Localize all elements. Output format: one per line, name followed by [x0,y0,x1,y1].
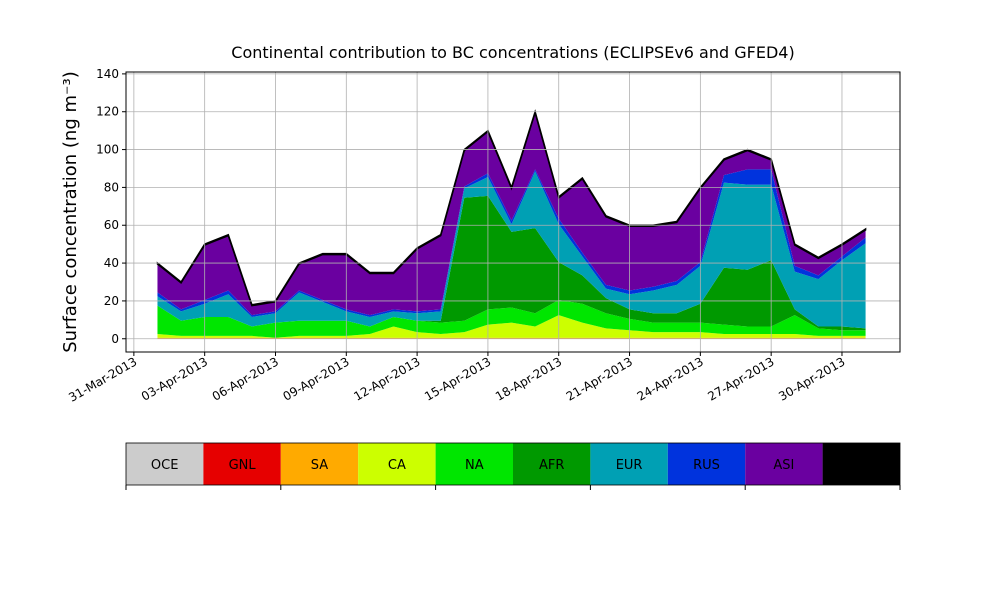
y-tick-label: 120 [96,105,119,119]
legend-swatch [745,443,823,485]
legend: OCE GNL SA CA NA AFR EUR RUS ASI AUS [125,442,901,490]
legend-swatch [435,443,513,485]
legend-swatch [667,443,746,485]
legend-swatch [126,443,204,485]
y-tick-label: 40 [104,256,119,270]
legend-swatch [203,443,281,485]
y-tick-label: 0 [111,332,119,346]
legend-label: RUS [693,458,720,473]
y-tick-label: 60 [104,218,119,232]
legend-label: ASI [773,458,794,473]
y-tick-label: 140 [96,67,119,81]
legend-label: GNL [229,458,257,473]
plot-frame [125,71,901,353]
legend-label: AFR [539,458,564,473]
legend-swatch [358,443,436,485]
area-eur [157,171,866,329]
area-asi [157,112,866,316]
area-aus [156,109,867,307]
y-axis-label: Surface concentration (ng m⁻³) [60,71,81,353]
legend-label: SA [311,458,328,473]
legend-swatch [280,443,359,485]
y-tick-label: 100 [96,143,119,157]
legend-swatch [590,443,668,485]
y-tick-label: 20 [104,294,119,308]
chart-title: Continental contribution to BC concentra… [231,43,794,62]
legend-label: NA [465,458,484,473]
legend-label: EUR [616,458,643,473]
legend-frame [125,442,901,486]
legend-swatch [822,443,900,485]
legend-label: AUS [848,458,875,473]
legend-swatch [513,443,591,485]
area-na [157,299,866,338]
legend-label: CA [388,458,406,473]
legend-label: OCE [151,458,179,473]
y-tick-label: 80 [104,180,119,194]
